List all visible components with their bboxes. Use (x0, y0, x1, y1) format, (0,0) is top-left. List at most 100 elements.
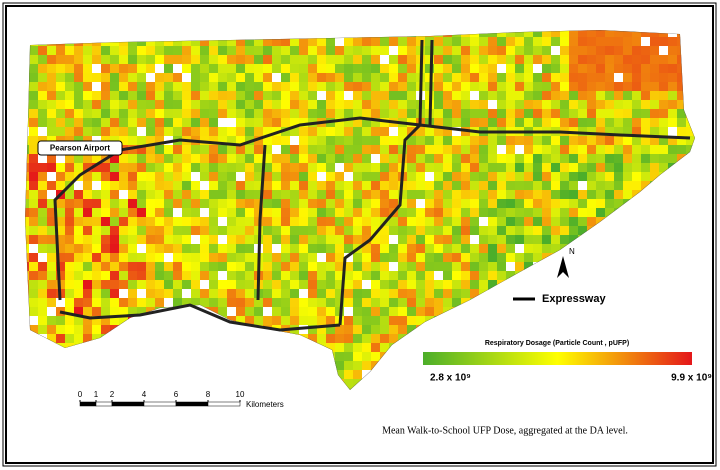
area-patch (533, 64, 543, 74)
area-patch (164, 316, 174, 326)
area-patch (686, 82, 695, 92)
area-patch (25, 253, 30, 263)
area-patch (317, 154, 327, 164)
area-patch (596, 109, 606, 119)
area-patch (470, 289, 480, 299)
area-patch (551, 100, 561, 110)
area-patch (182, 100, 192, 110)
area-patch (65, 289, 75, 299)
area-patch (461, 271, 471, 281)
area-patch (56, 343, 66, 353)
area-patch (605, 307, 615, 317)
area-patch (686, 73, 695, 83)
area-patch (569, 370, 579, 380)
area-patch (551, 316, 561, 326)
area-patch (155, 334, 165, 344)
area-patch (461, 226, 471, 236)
area-patch (317, 379, 327, 389)
area-patch (668, 100, 678, 110)
area-patch (605, 172, 615, 182)
area-patch (632, 379, 642, 389)
area-patch (371, 172, 381, 182)
area-patch (47, 154, 57, 164)
area-patch (677, 46, 687, 56)
area-patch (605, 379, 615, 389)
area-patch (164, 109, 174, 119)
area-patch (47, 271, 57, 281)
area-patch (362, 262, 372, 272)
area-patch (164, 118, 174, 128)
area-patch (326, 298, 336, 308)
area-patch (308, 253, 318, 263)
area-patch (506, 370, 516, 380)
area-patch (416, 316, 426, 326)
area-patch (263, 307, 273, 317)
area-patch (605, 37, 615, 47)
area-patch (362, 235, 372, 245)
area-patch (101, 226, 111, 236)
area-patch (695, 208, 705, 218)
area-patch (200, 217, 210, 227)
area-patch (380, 37, 390, 47)
area-patch (191, 379, 201, 389)
area-patch (434, 388, 444, 390)
area-patch (686, 100, 695, 110)
area-patch (587, 46, 597, 56)
area-patch (38, 217, 48, 227)
area-patch (182, 226, 192, 236)
area-patch (398, 325, 408, 335)
area-patch (443, 262, 453, 272)
area-patch (551, 73, 561, 83)
area-patch (119, 181, 129, 191)
area-patch (47, 190, 57, 200)
area-patch (227, 343, 237, 353)
area-patch (695, 244, 705, 254)
area-patch (461, 235, 471, 245)
area-patch (74, 271, 84, 281)
area-patch (542, 91, 552, 101)
area-patch (326, 289, 336, 299)
area-patch (29, 64, 39, 74)
area-patch (236, 370, 246, 380)
area-patch (425, 280, 435, 290)
area-patch (164, 379, 174, 389)
area-patch (290, 127, 300, 137)
area-patch (335, 298, 345, 308)
area-patch (173, 82, 183, 92)
area-patch (155, 73, 165, 83)
area-patch (56, 235, 66, 245)
area-patch (155, 226, 165, 236)
area-patch (614, 217, 624, 227)
area-patch (47, 64, 57, 74)
area-patch (74, 226, 84, 236)
area-patch (137, 64, 147, 74)
area-patch (596, 136, 606, 146)
area-patch (92, 289, 102, 299)
area-patch (119, 163, 129, 173)
area-patch (542, 55, 552, 65)
area-patch (335, 343, 345, 353)
area-patch (497, 253, 507, 263)
area-patch (389, 91, 399, 101)
area-patch (488, 298, 498, 308)
area-patch (119, 91, 129, 101)
area-patch (146, 334, 156, 344)
area-patch (488, 163, 498, 173)
area-patch (164, 334, 174, 344)
area-patch (164, 370, 174, 380)
area-patch (227, 109, 237, 119)
area-patch (542, 46, 552, 56)
area-patch (137, 190, 147, 200)
area-patch (650, 154, 660, 164)
area-patch (191, 361, 201, 371)
area-patch (38, 253, 48, 263)
area-patch (488, 244, 498, 254)
area-patch (479, 73, 489, 83)
area-patch (452, 235, 462, 245)
area-patch (155, 316, 165, 326)
area-patch (128, 118, 138, 128)
area-patch (614, 100, 624, 110)
area-patch (254, 388, 264, 390)
area-patch (200, 244, 210, 254)
